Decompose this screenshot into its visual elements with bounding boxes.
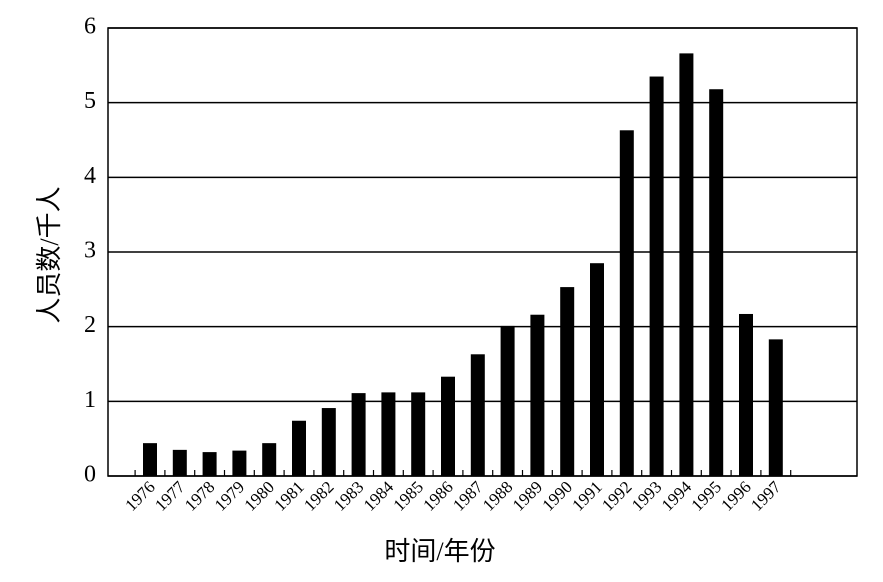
x-tick-label: 1979 (211, 477, 248, 514)
y-tick-label: 1 (84, 387, 96, 413)
bar (292, 420, 306, 476)
x-tick-label: 1987 (449, 477, 487, 515)
x-tick-label: 1990 (539, 477, 576, 514)
bar (202, 452, 217, 476)
y-tick-label: 3 (84, 238, 96, 264)
y-tick-label: 0 (84, 462, 96, 488)
bar (351, 393, 366, 476)
x-tick-label: 1991 (568, 477, 605, 514)
bar (679, 53, 694, 477)
bar (262, 443, 277, 476)
bar (739, 313, 753, 476)
bar (470, 354, 485, 476)
bar (590, 263, 604, 476)
bar (321, 408, 336, 476)
x-tick-label: 1992 (598, 477, 635, 514)
bar (500, 325, 515, 476)
x-tick-label: 1984 (360, 477, 398, 515)
x-tick-label: 1989 (509, 477, 546, 514)
x-tick-label: 1988 (479, 477, 516, 514)
bar (232, 450, 247, 476)
bar (530, 314, 545, 476)
y-tick-label: 4 (84, 163, 96, 189)
y-axis-label: 人员数/千人 (35, 186, 64, 323)
x-tick-label: 1994 (658, 477, 696, 515)
bar (619, 130, 634, 476)
y-tick-label: 5 (84, 88, 96, 114)
x-tick-label: 1997 (747, 477, 785, 515)
x-tick-label: 1981 (270, 477, 307, 514)
x-tick-label: 1977 (151, 477, 189, 515)
bar (560, 287, 575, 476)
bar (143, 443, 157, 476)
bar (381, 392, 396, 476)
x-tick-label: 1996 (717, 477, 754, 514)
bar (172, 449, 187, 476)
y-tick-label: 2 (84, 312, 96, 338)
x-tick-label: 1985 (390, 477, 427, 514)
x-tick-label: 1983 (330, 477, 367, 514)
y-tick-label: 6 (84, 14, 96, 40)
bar (441, 376, 455, 476)
x-tick-label: 1995 (688, 477, 725, 514)
x-tick-label: 1993 (628, 477, 665, 514)
bar (709, 89, 724, 476)
x-tick-label: 1978 (181, 477, 218, 514)
bar (649, 76, 664, 477)
bar (768, 339, 783, 476)
x-tick-label: 1986 (419, 477, 456, 514)
x-tick-label: 1976 (121, 477, 158, 514)
x-axis-label: 时间/年份 (384, 537, 495, 566)
x-tick-label: 1982 (300, 477, 337, 514)
x-tick-label: 1980 (241, 477, 278, 514)
bar (411, 392, 426, 476)
